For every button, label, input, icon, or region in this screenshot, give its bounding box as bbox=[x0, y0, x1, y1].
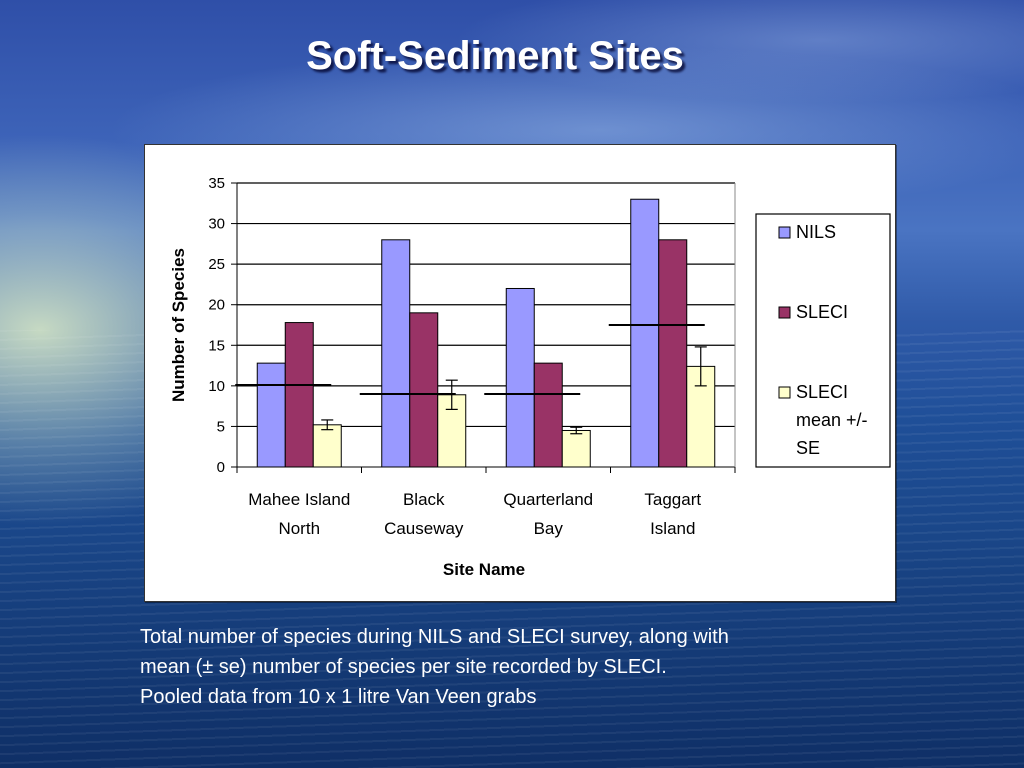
bar-sleci-mean-se bbox=[561, 429, 591, 468]
chart-caption: Total number of species during NILS and … bbox=[140, 622, 920, 712]
bar-nils bbox=[505, 287, 535, 468]
bar-nils bbox=[630, 198, 660, 468]
x-category-label: Bay bbox=[534, 519, 564, 538]
legend-swatch bbox=[778, 386, 791, 399]
legend-label: SE bbox=[796, 438, 820, 458]
legend-swatch bbox=[778, 226, 791, 239]
y-tick-label: 25 bbox=[208, 256, 225, 273]
legend-label: SLECI bbox=[796, 382, 848, 402]
slide-title: Soft-Sediment Sites bbox=[306, 34, 684, 78]
bar-sleci bbox=[284, 322, 314, 468]
x-category-label: Island bbox=[650, 519, 695, 538]
legend-label: NILS bbox=[796, 222, 836, 242]
caption-line: Pooled data from 10 x 1 litre Van Veen g… bbox=[140, 686, 537, 708]
x-category-label: Causeway bbox=[384, 519, 464, 538]
bar-nils bbox=[381, 239, 411, 468]
legend-label: mean +/- bbox=[796, 410, 868, 430]
caption-line: Total number of species during NILS and … bbox=[140, 626, 729, 648]
caption-line: mean (± se) number of species per site r… bbox=[140, 656, 667, 678]
species-bar-chart: 0 5 10 15 20 25 30 35 Mahee Island North Black Caus… bbox=[169, 175, 891, 579]
y-tick-label: 35 bbox=[208, 175, 225, 192]
y-tick-label: 20 bbox=[208, 297, 225, 314]
y-tick-label: 5 bbox=[217, 418, 225, 435]
legend-label: SLECI bbox=[796, 302, 848, 322]
bar-nils bbox=[256, 362, 286, 468]
legend-box bbox=[755, 213, 891, 468]
x-category-label: Black bbox=[403, 490, 445, 509]
bar-sleci bbox=[533, 362, 563, 468]
x-axis-title: Site Name bbox=[443, 560, 525, 579]
bar-sleci bbox=[409, 312, 439, 468]
bar-sleci-mean-se bbox=[312, 424, 342, 468]
y-tick-label: 10 bbox=[208, 378, 225, 395]
x-category-label: Taggart bbox=[644, 490, 701, 509]
x-category-label: Mahee Island bbox=[248, 490, 350, 509]
y-axis-title: Number of Species bbox=[169, 248, 188, 402]
y-tick-label: 0 bbox=[217, 459, 225, 476]
bar-sleci bbox=[658, 239, 688, 468]
x-category-label: North bbox=[278, 519, 320, 538]
legend-swatch bbox=[778, 306, 791, 319]
x-category-label: Quarterland bbox=[503, 490, 593, 509]
y-tick-label: 15 bbox=[208, 337, 225, 354]
y-tick-label: 30 bbox=[208, 216, 225, 233]
chart-panel: 0 5 10 15 20 25 30 35 Mahee Island North Black Caus… bbox=[144, 144, 896, 602]
